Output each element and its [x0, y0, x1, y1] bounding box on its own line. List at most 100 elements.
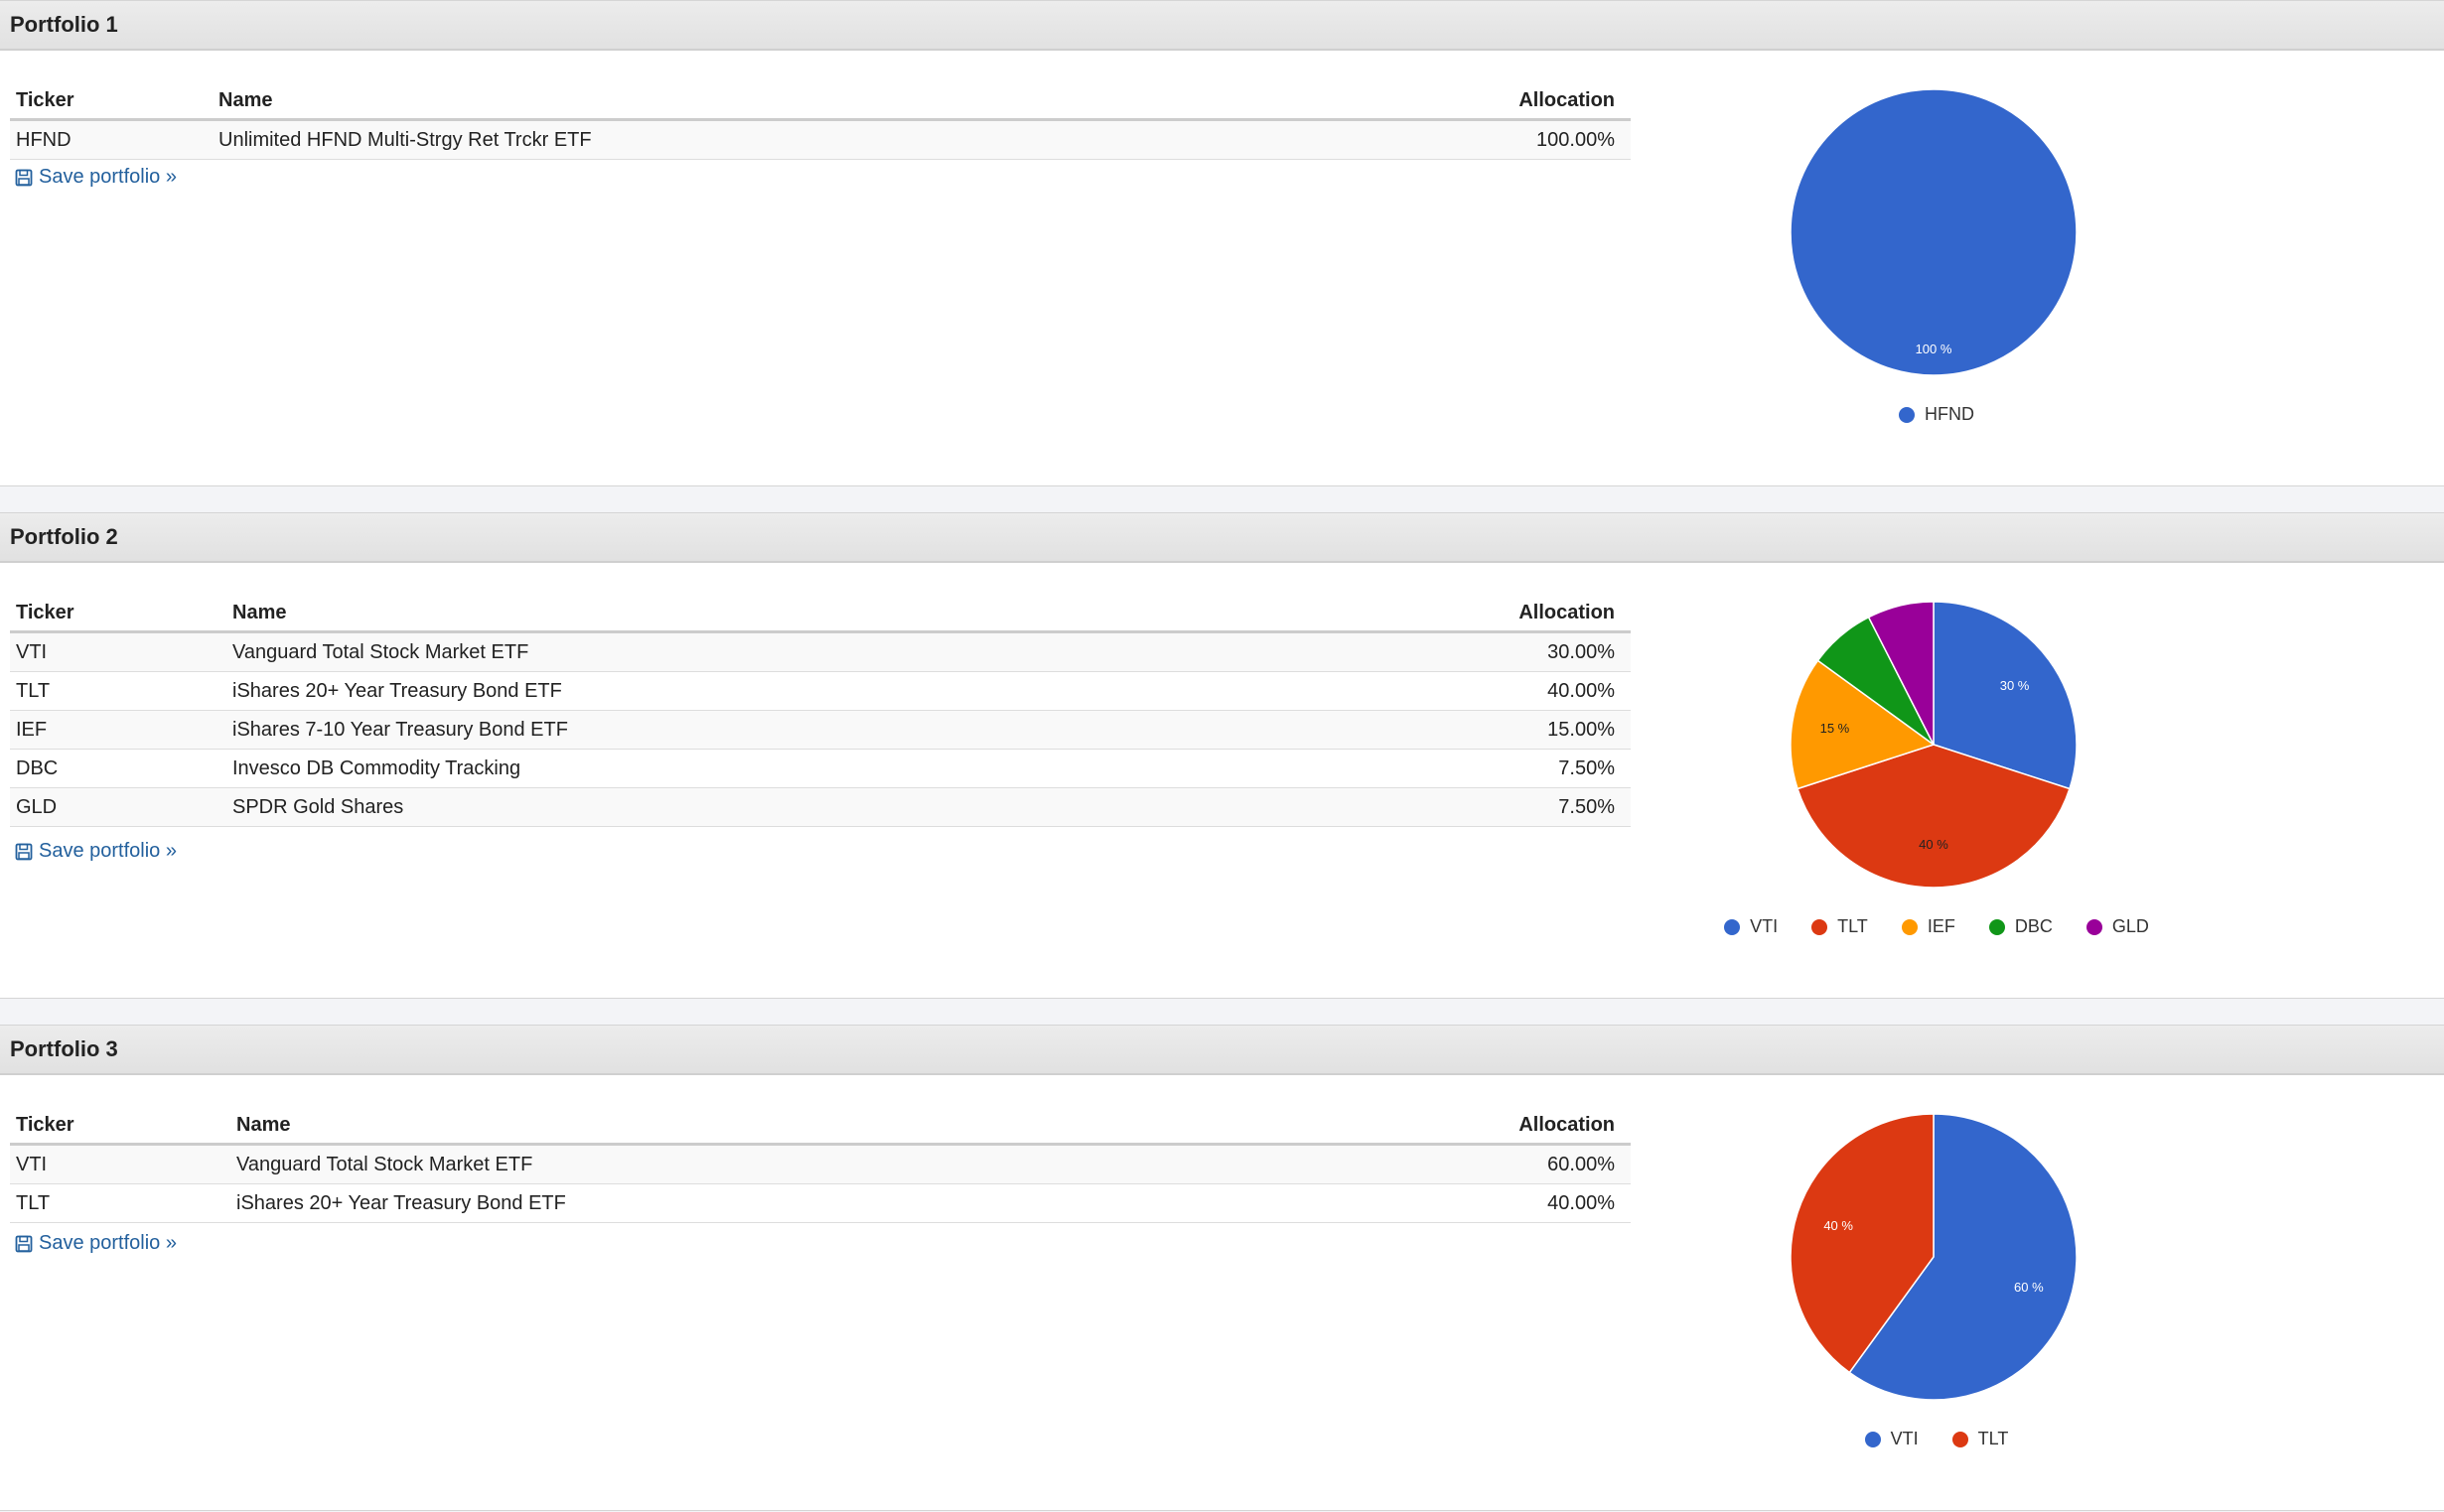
column-header-allocation: Allocation — [1271, 1095, 1631, 1146]
column-header-ticker: Ticker — [10, 70, 213, 121]
table-header-row: Ticker Name Allocation — [10, 1095, 1631, 1146]
portfolio-title: Portfolio 3 — [0, 1026, 2444, 1075]
pie-data-label: 40 % — [1823, 1218, 1853, 1233]
table-row: DBC Invesco DB Commodity Tracking 7.50% — [10, 749, 1631, 788]
pie-data-label: 100 % — [1916, 342, 1952, 356]
name-cell: iShares 20+ Year Treasury Bond ETF — [226, 671, 1275, 711]
pie-slice-tlt[interactable] — [1797, 744, 2071, 889]
floppy-disk-icon — [15, 1235, 33, 1252]
pie-svg: 100 % — [1790, 88, 2078, 376]
column-header-name: Name — [226, 583, 1275, 633]
legend-label: TLT — [1837, 916, 1868, 936]
floppy-disk-icon — [15, 843, 33, 860]
portfolio-panel-1: Portfolio 1 Ticker Name Allocation HFND … — [0, 0, 2444, 486]
floppy-disk-icon — [15, 169, 33, 186]
allocation-cell: 100.00% — [1298, 119, 1631, 160]
pie-slice-ief[interactable] — [1790, 659, 1936, 790]
allocation-cell: 40.00% — [1271, 1183, 1631, 1223]
ticker-cell: IEF — [10, 710, 226, 750]
legend-swatch — [1951, 1431, 1968, 1447]
legend-item-vti[interactable]: VTI — [1864, 1429, 1919, 1449]
legend-label: GLD — [2111, 916, 2149, 936]
table-row: HFND Unlimited HFND Multi-Strgy Ret Trck… — [10, 119, 1631, 160]
save-portfolio-link[interactable]: Save portfolio » — [15, 166, 177, 189]
save-portfolio-link[interactable]: Save portfolio » — [15, 1232, 177, 1255]
pie-slice-vti[interactable] — [1933, 601, 2078, 790]
table-header-row: Ticker Name Allocation — [10, 70, 1631, 121]
chart-legend: HFND — [1639, 404, 2234, 425]
legend-swatch — [2085, 918, 2102, 935]
allocation-cell: 40.00% — [1274, 671, 1631, 711]
portfolio-panel-3: Portfolio 3 Ticker Name Allocation VTI V… — [0, 1025, 2444, 1511]
holdings-table: Ticker Name Allocation VTI Vanguard Tota… — [10, 583, 1631, 827]
name-cell: SPDR Gold Shares — [226, 787, 1275, 827]
legend-item-vti[interactable]: VTI — [1724, 916, 1778, 937]
pie-data-label: 15 % — [1820, 721, 1850, 736]
table-row: GLD SPDR Gold Shares 7.50% — [10, 787, 1631, 827]
portfolio-title: Portfolio 1 — [0, 1, 2444, 51]
allocation-pie-chart: 60 % 40 % VTI TLT — [1639, 1075, 2234, 1502]
name-cell: iShares 20+ Year Treasury Bond ETF — [230, 1183, 1272, 1223]
table-row: TLT iShares 20+ Year Treasury Bond ETF 4… — [10, 1183, 1631, 1223]
legend-label: VTI — [1750, 916, 1779, 936]
chart-legend: VTI TLT — [1639, 1429, 2234, 1449]
pie-slice-hfnd[interactable] — [1790, 88, 2078, 376]
allocation-cell: 30.00% — [1274, 631, 1631, 672]
pie-slice-vti[interactable] — [1848, 1113, 2078, 1401]
legend-swatch — [1899, 406, 1915, 423]
column-header-ticker: Ticker — [10, 583, 226, 633]
pie-data-label: 60 % — [2014, 1280, 2044, 1295]
column-header-allocation: Allocation — [1274, 583, 1631, 633]
legend-swatch — [1901, 918, 1918, 935]
name-cell: Invesco DB Commodity Tracking — [226, 749, 1275, 788]
save-portfolio-link[interactable]: Save portfolio » — [15, 840, 177, 863]
legend-label: IEF — [1927, 916, 1955, 936]
legend-item-hfnd[interactable]: HFND — [1899, 404, 1974, 425]
legend-label: HFND — [1925, 404, 1974, 424]
name-cell: iShares 7-10 Year Treasury Bond ETF — [226, 710, 1275, 750]
ticker-cell: VTI — [10, 631, 226, 672]
pie-slice-tlt[interactable] — [1790, 1113, 1935, 1374]
table-row: IEF iShares 7-10 Year Treasury Bond ETF … — [10, 710, 1631, 750]
ticker-cell: VTI — [10, 1144, 230, 1184]
allocation-cell: 7.50% — [1274, 749, 1631, 788]
pie-slice-gld[interactable] — [1867, 601, 1935, 746]
legend-swatch — [1724, 918, 1741, 935]
column-header-allocation: Allocation — [1298, 70, 1631, 121]
legend-swatch — [1811, 918, 1828, 935]
portfolio-panel-2: Portfolio 2 Ticker Name Allocation VTI V… — [0, 512, 2444, 999]
pie-svg: 30 % 40 % 15 % — [1790, 601, 2078, 889]
name-cell: Vanguard Total Stock Market ETF — [226, 631, 1275, 672]
legend-item-ief[interactable]: IEF — [1901, 916, 1955, 937]
ticker-cell: GLD — [10, 787, 226, 827]
column-header-ticker: Ticker — [10, 1095, 230, 1146]
column-header-name: Name — [213, 70, 1299, 121]
legend-item-tlt[interactable]: TLT — [1951, 1429, 2009, 1449]
legend-item-dbc[interactable]: DBC — [1988, 916, 2053, 937]
allocation-pie-chart: 30 % 40 % 15 % VTI TLT IEF DBC GLD — [1639, 563, 2234, 990]
legend-label: DBC — [2014, 916, 2053, 936]
chart-legend: VTI TLT IEF DBC GLD — [1639, 916, 2234, 937]
table-row: TLT iShares 20+ Year Treasury Bond ETF 4… — [10, 671, 1631, 711]
holdings-table: Ticker Name Allocation HFND Unlimited HF… — [10, 70, 1631, 160]
allocation-pie-chart: 100 % HFND — [1639, 51, 2234, 478]
legend-label: VTI — [1890, 1429, 1919, 1448]
legend-item-tlt[interactable]: TLT — [1811, 916, 1868, 937]
allocation-cell: 15.00% — [1274, 710, 1631, 750]
save-portfolio-label: Save portfolio » — [39, 166, 177, 188]
legend-swatch — [1864, 1431, 1881, 1447]
legend-item-gld[interactable]: GLD — [2085, 916, 2149, 937]
ticker-cell: TLT — [10, 1183, 230, 1223]
table-header-row: Ticker Name Allocation — [10, 583, 1631, 633]
column-header-name: Name — [230, 1095, 1272, 1146]
legend-label: TLT — [1977, 1429, 2009, 1448]
pie-svg: 60 % 40 % — [1790, 1113, 2078, 1401]
ticker-cell: HFND — [10, 119, 213, 160]
allocation-cell: 7.50% — [1274, 787, 1631, 827]
save-portfolio-label: Save portfolio » — [39, 1232, 177, 1254]
name-cell: Unlimited HFND Multi-Strgy Ret Trckr ETF — [213, 119, 1299, 160]
ticker-cell: DBC — [10, 749, 226, 788]
portfolio-title: Portfolio 2 — [0, 513, 2444, 563]
table-row: VTI Vanguard Total Stock Market ETF 60.0… — [10, 1144, 1631, 1184]
pie-data-label: 30 % — [2000, 678, 2030, 693]
